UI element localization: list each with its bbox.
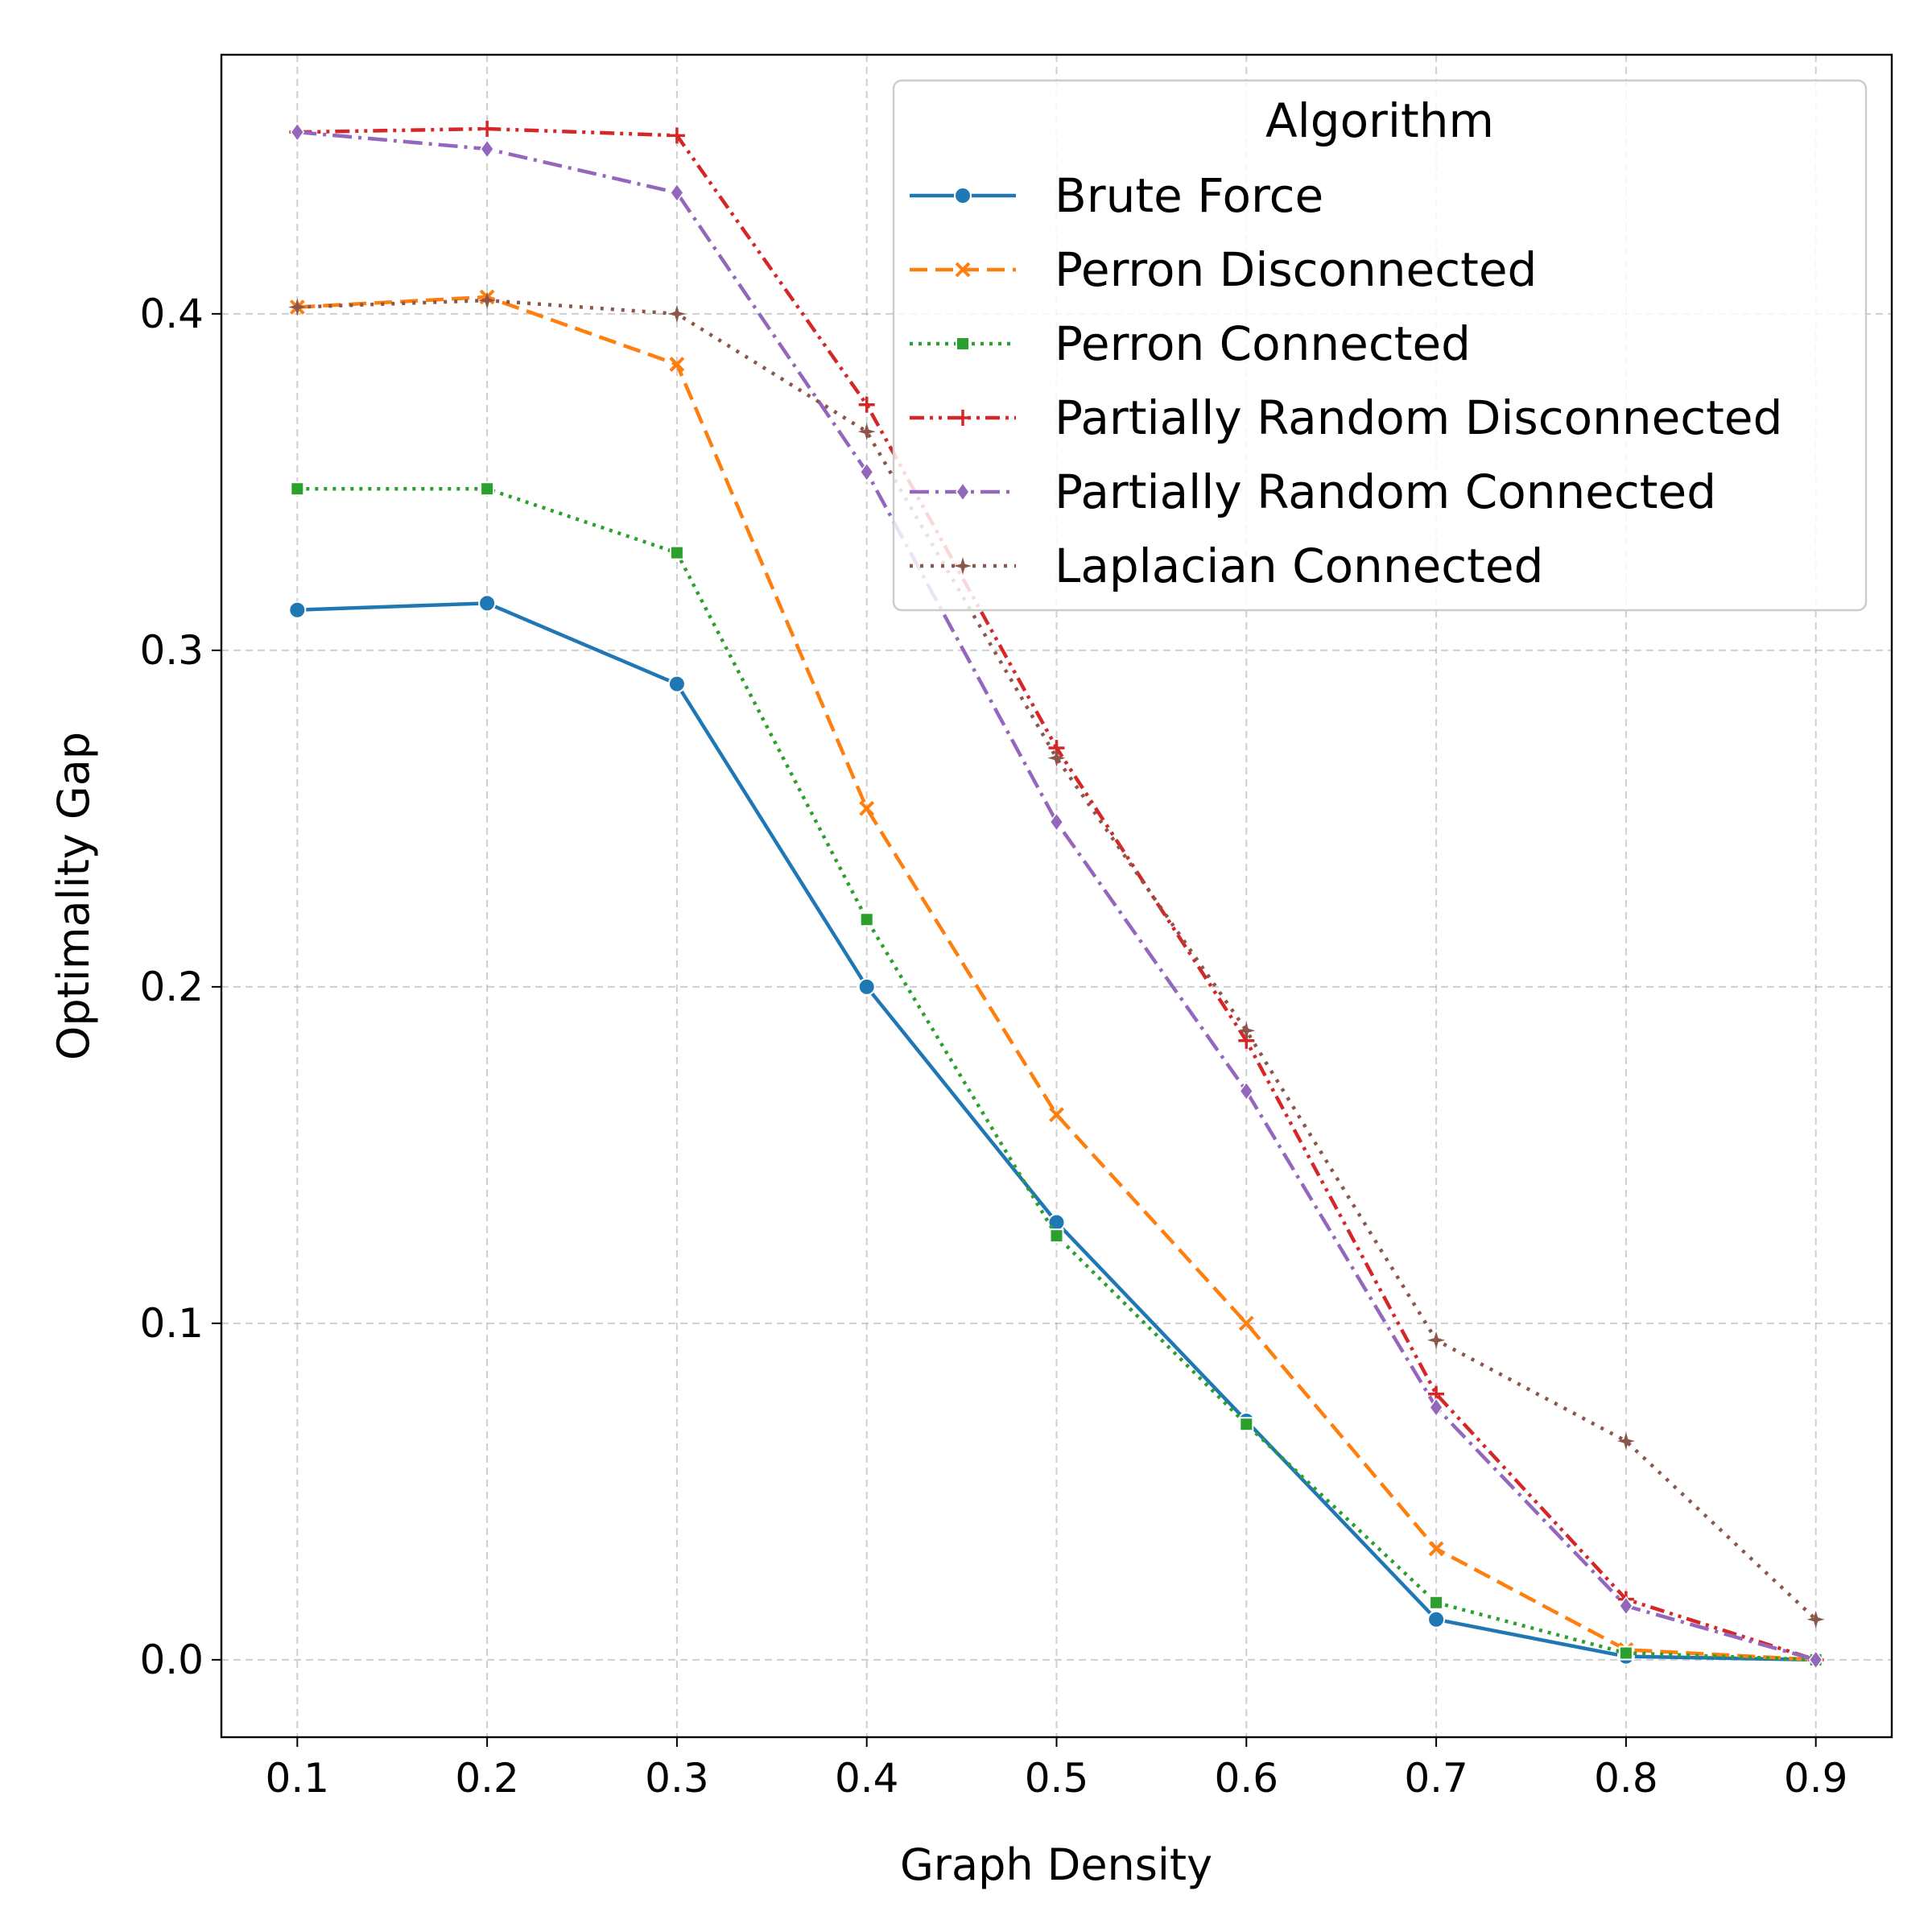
y-tick-label: 0.3 [139, 627, 204, 674]
series-line [297, 298, 1818, 1621]
legend: Algorithm Brute Force Perron Disconnected… [892, 79, 1868, 612]
series-line [297, 130, 1817, 1662]
data-point [859, 800, 875, 816]
x-tick-label: 0.9 [1784, 1755, 1848, 1802]
legend-box [892, 79, 1868, 612]
legend-entry: Perron Disconnected [910, 242, 1537, 297]
x-tick-label: 0.7 [1404, 1755, 1468, 1802]
data-point [669, 183, 684, 203]
data-point [1237, 1022, 1256, 1040]
legend-marker [954, 187, 972, 204]
legend-label: Perron Connected [1055, 316, 1471, 371]
legend-title: Algorithm [1265, 93, 1494, 148]
data-point [1427, 1610, 1446, 1629]
legend-marker [955, 262, 971, 278]
data-point [480, 481, 495, 497]
x-axis-label: Graph Density [900, 1839, 1212, 1890]
x-tick-label: 0.6 [1215, 1755, 1279, 1802]
data-point [480, 138, 495, 159]
series-layer [288, 120, 1825, 1670]
legend-marker [954, 557, 972, 575]
data-point [1427, 1331, 1446, 1349]
x-tick-label: 0.4 [835, 1755, 899, 1802]
legend-entry: Partially Random Connected [910, 464, 1716, 519]
data-point [1428, 1541, 1444, 1557]
data-point [1049, 1228, 1064, 1244]
data-point [290, 481, 305, 497]
data-point [1618, 1645, 1633, 1661]
data-point [669, 357, 685, 372]
legend-label: Partially Random Disconnected [1055, 390, 1782, 445]
data-point [857, 977, 876, 996]
data-point [1239, 1081, 1254, 1101]
data-point [478, 594, 497, 613]
legend-label: Partially Random Connected [1055, 464, 1716, 519]
legend-entry: Brute Force [910, 168, 1323, 223]
data-point [1239, 1417, 1254, 1432]
legend-entry: Perron Connected [910, 316, 1471, 371]
legend-entry: Laplacian Connected [910, 539, 1543, 593]
legend-label: Brute Force [1055, 168, 1323, 223]
legend-marker [956, 481, 970, 502]
data-point [1808, 1649, 1823, 1670]
data-point [1047, 749, 1066, 767]
data-point [668, 127, 685, 144]
data-point [1238, 1315, 1254, 1331]
data-point [1049, 1107, 1064, 1123]
data-point [857, 423, 876, 441]
y-tick-label: 0.0 [139, 1637, 204, 1683]
y-tick-label: 0.1 [139, 1300, 204, 1347]
data-point [669, 545, 684, 560]
legend-marker [955, 410, 971, 426]
legend-label: Perron Disconnected [1055, 242, 1537, 297]
x-tick-label: 0.2 [455, 1755, 519, 1802]
legend-label: Laplacian Connected [1055, 539, 1543, 593]
data-point [859, 912, 874, 927]
data-point [1429, 1595, 1444, 1610]
legend-marker [956, 336, 970, 351]
data-point [1618, 1596, 1633, 1616]
data-point [667, 675, 686, 693]
y-tick-label: 0.2 [139, 964, 204, 1010]
series-partially-random-connected [290, 122, 1823, 1670]
data-point [290, 122, 305, 142]
data-point [1806, 1610, 1825, 1629]
data-point [859, 462, 874, 482]
data-point [667, 304, 686, 323]
series-laplacian-connected [288, 291, 1825, 1629]
legend-entry: Partially Random Disconnected [910, 390, 1782, 445]
x-tick-label: 0.5 [1025, 1755, 1089, 1802]
data-point [478, 291, 497, 310]
data-point [1616, 1432, 1635, 1451]
data-point [288, 601, 307, 619]
data-point [1429, 1397, 1444, 1418]
y-tick-label: 0.4 [139, 291, 204, 337]
data-point [288, 298, 307, 316]
data-point [479, 120, 496, 137]
data-point [1049, 811, 1064, 832]
data-point [858, 396, 875, 413]
x-tick-label: 0.3 [645, 1755, 709, 1802]
x-tick-label: 0.1 [266, 1755, 330, 1802]
x-tick-label: 0.8 [1594, 1755, 1658, 1802]
tick-layer: 0.1 0.2 0.3 0.4 0.5 0.6 0.7 0.8 0.9 0.0 0.1 0.2 0.3 0… [139, 291, 1847, 1802]
y-axis-label: Optimality Gap [48, 732, 99, 1060]
